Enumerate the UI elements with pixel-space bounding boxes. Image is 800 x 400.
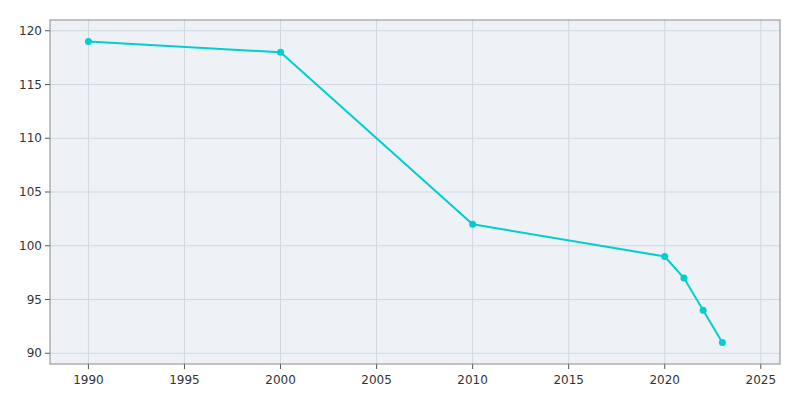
x-tick xyxy=(184,364,185,369)
x-tick xyxy=(664,364,665,369)
chart-svg: 1990 1995 2000 2005 2010 2015 2020 2025 90 95 100 1… xyxy=(0,0,800,400)
y-tick xyxy=(45,84,50,85)
x-tick-label: 2015 xyxy=(553,373,584,387)
y-tick xyxy=(45,30,50,31)
y-tick xyxy=(45,245,50,246)
y-tick xyxy=(45,192,50,193)
x-tick-label: 1990 xyxy=(73,373,104,387)
y-tick-label: 100 xyxy=(19,239,42,253)
y-grid-line xyxy=(50,245,780,246)
y-tick xyxy=(45,299,50,300)
marker xyxy=(85,38,92,45)
x-tick xyxy=(88,364,89,369)
marker xyxy=(719,339,726,346)
y-tick-label: 115 xyxy=(19,78,42,92)
line xyxy=(88,42,722,343)
y-tick-label: 90 xyxy=(27,346,42,360)
x-tick xyxy=(472,364,473,369)
plot-frame xyxy=(50,20,780,364)
y-tick-label: 105 xyxy=(19,185,42,199)
x-tick xyxy=(280,364,281,369)
x-tick xyxy=(376,364,377,369)
y-grid-line xyxy=(50,192,780,193)
x-tick xyxy=(760,364,761,369)
y-grid-line xyxy=(50,299,780,300)
y-grid-line xyxy=(50,84,780,85)
y-tick xyxy=(45,138,50,139)
y-grid-line xyxy=(50,30,780,31)
x-tick-label: 2005 xyxy=(361,373,392,387)
plot-background xyxy=(50,20,780,364)
x-tick-label: 2025 xyxy=(746,373,777,387)
series xyxy=(85,38,726,346)
y-tick-label: 95 xyxy=(27,293,42,307)
y-tick xyxy=(45,353,50,354)
marker xyxy=(680,275,687,282)
grid xyxy=(50,20,780,364)
y-tick-label: 110 xyxy=(19,131,42,145)
x-tick xyxy=(568,364,569,369)
y-grid-line xyxy=(50,353,780,354)
marker xyxy=(277,49,284,56)
marker xyxy=(661,253,668,260)
x-tick-label: 2010 xyxy=(457,373,488,387)
y-tick-label: 120 xyxy=(19,24,42,38)
x-tick-label: 2020 xyxy=(649,373,680,387)
marker xyxy=(469,221,476,228)
chart-container: 1990 1995 2000 2005 2010 2015 2020 2025 90 95 100 1… xyxy=(0,0,800,400)
x-tick-label: 2000 xyxy=(265,373,296,387)
x-tick-label: 1995 xyxy=(169,373,200,387)
axes: 1990 1995 2000 2005 2010 2015 2020 2025 90 95 100 1… xyxy=(19,24,776,387)
y-grid-line xyxy=(50,138,780,139)
marker xyxy=(700,307,707,314)
